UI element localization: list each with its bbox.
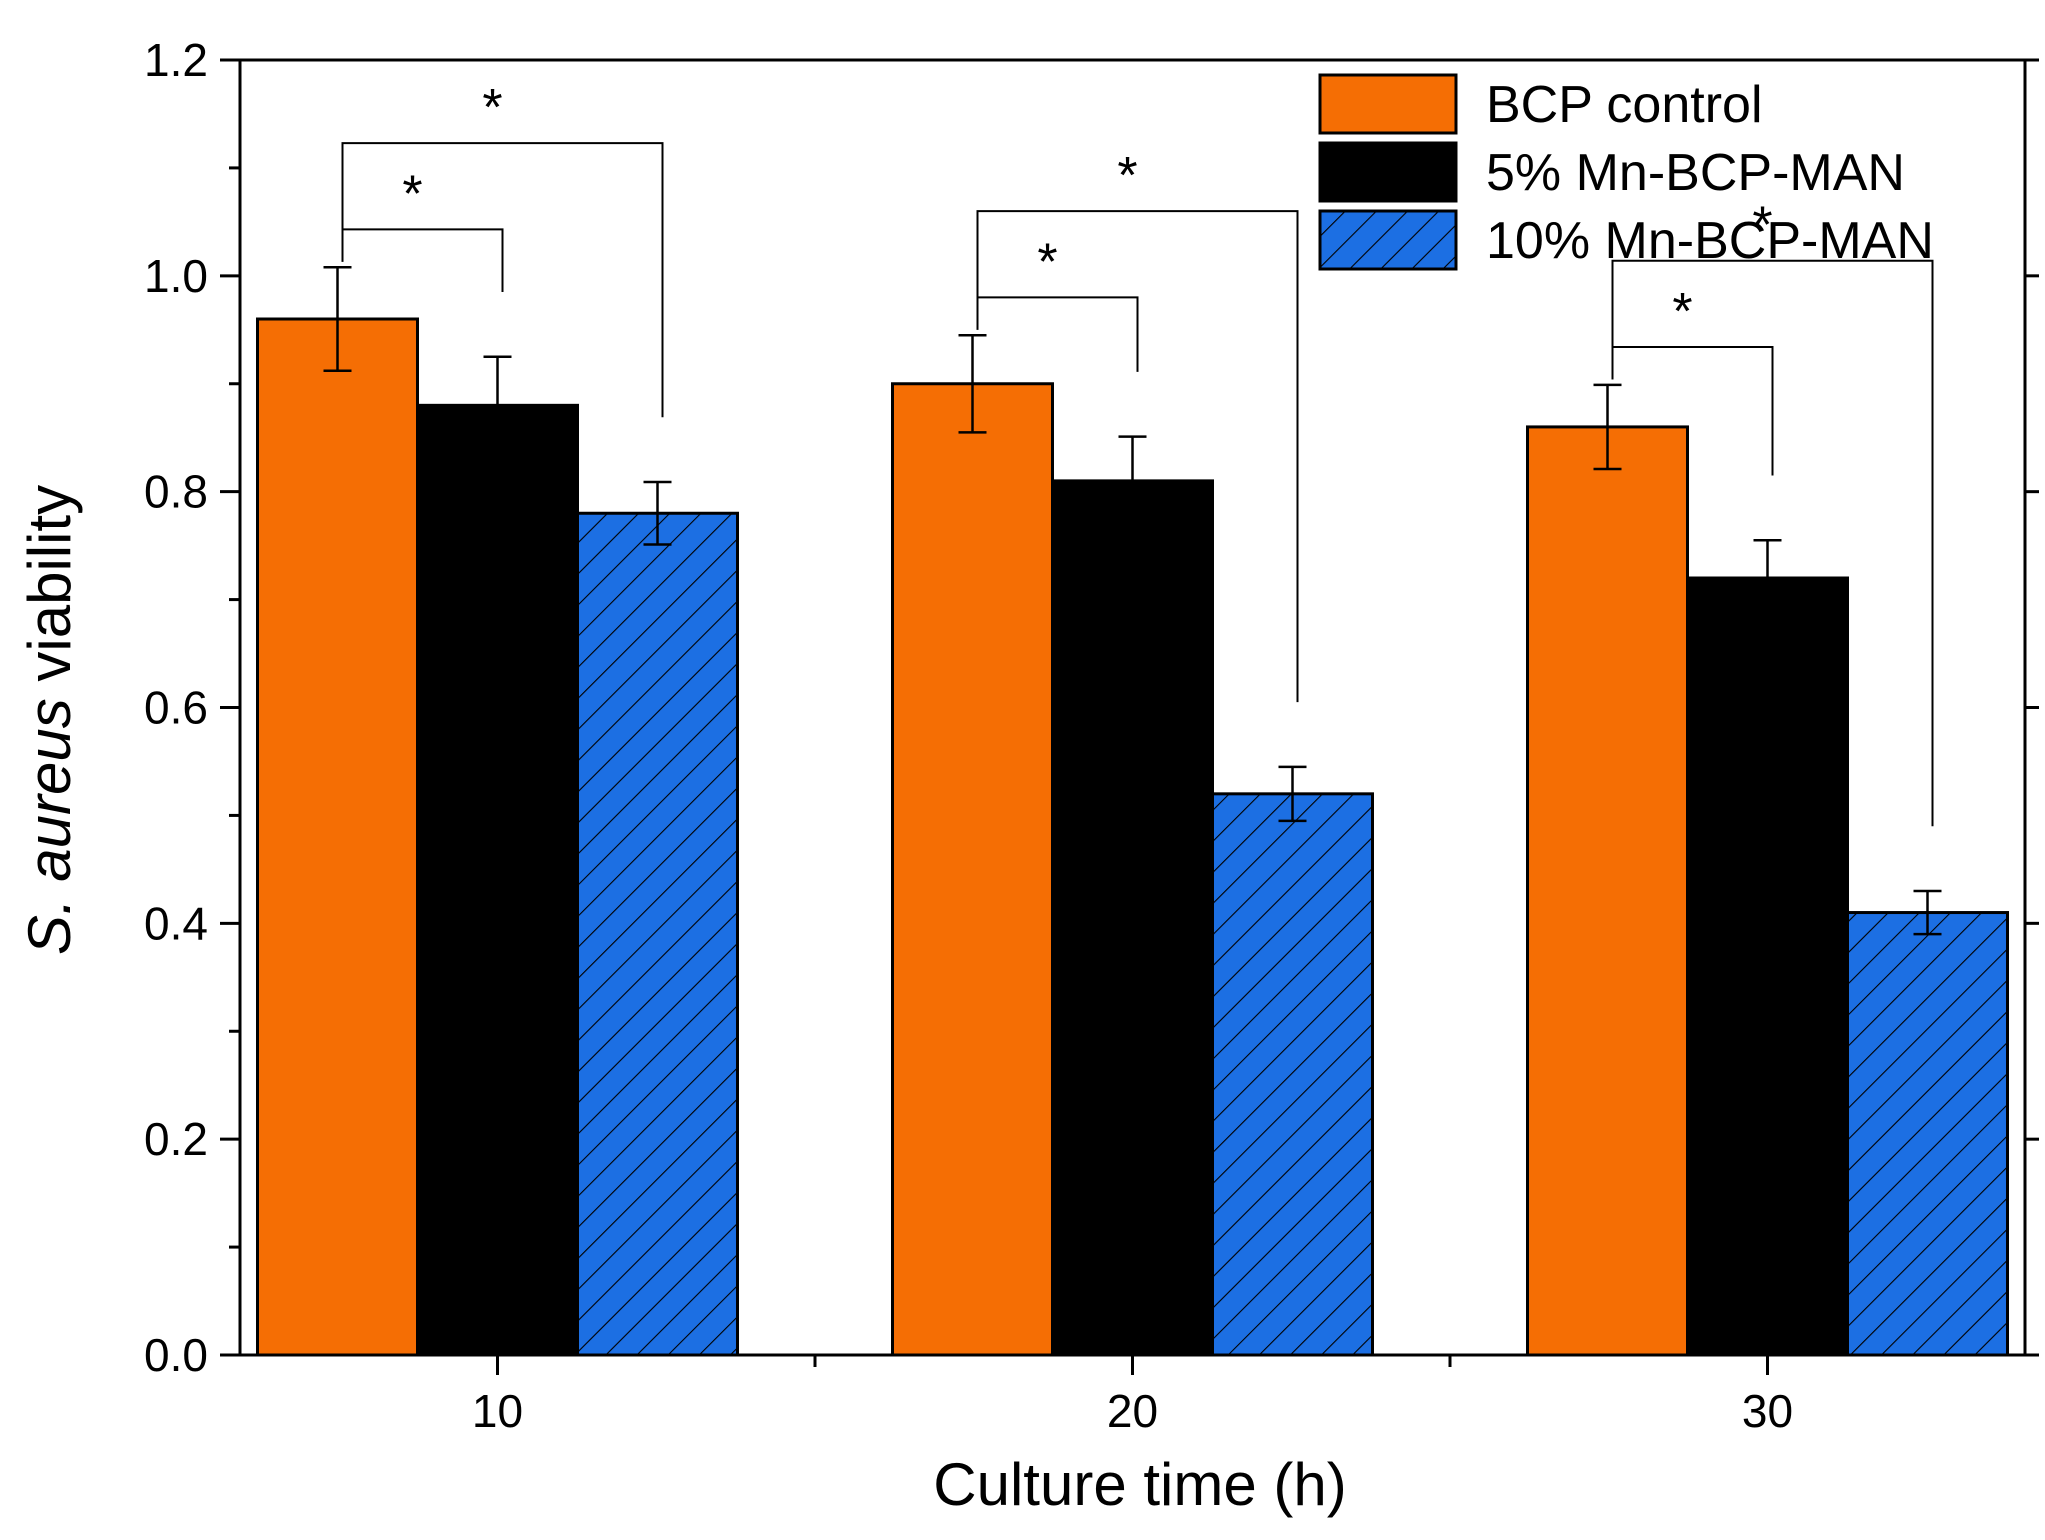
y-tick-label: 1.2 [144,34,208,86]
x-tick-label: 10 [472,1385,523,1437]
y-tick-label: 0.6 [144,682,208,734]
significance-star: * [1752,197,1772,255]
legend: BCP control 5% Mn-BCP-MAN 10% Mn-BCP-MAN [1318,73,1934,271]
y-axis-title-italic: S. aureus [16,698,83,955]
bar [1686,576,1849,1357]
bar [1211,792,1374,1357]
bar [1846,911,2009,1357]
y-tick-label: 0.8 [144,466,208,518]
significance-brackets: * * * * * * [341,79,1934,827]
x-tick-label: 20 [1107,1385,1158,1437]
significance-star: * [402,165,422,223]
x-axis-title: Culture time (h) [933,1451,1346,1518]
significance-bracket [976,296,1139,372]
bar [416,403,579,1357]
y-axis: 0.0 0.2 0.4 0.6 0.8 1.0 1.2 [144,34,2039,1381]
bars [256,317,2009,1357]
significance-bracket [341,142,664,418]
y-tick-label: 0.4 [144,897,208,949]
x-axis: 10 20 30 [472,1355,1793,1437]
bar [576,511,739,1357]
significance-star: * [1672,283,1692,341]
y-axis-title-rest: viability [16,485,83,698]
y-tick-label: 1.0 [144,250,208,302]
legend-swatch [1318,141,1458,203]
legend-label: 10% Mn-BCP-MAN [1486,212,1934,270]
bar [1526,425,1689,1357]
legend-label: 5% Mn-BCP-MAN [1486,144,1905,202]
bar [1051,479,1214,1357]
bar [891,382,1054,1357]
significance-star: * [1037,233,1057,291]
significance-star: * [482,79,502,137]
y-tick-label: 0.0 [144,1329,208,1381]
x-tick-label: 30 [1742,1385,1793,1437]
significance-star: * [1117,147,1137,205]
bar [256,317,419,1357]
significance-bracket [976,210,1299,703]
legend-swatch [1318,73,1458,135]
legend-swatch [1318,209,1458,271]
y-tick-label: 0.2 [144,1113,208,1165]
legend-label: BCP control [1486,76,1763,134]
significance-bracket [1611,259,1934,827]
error-bars [323,265,1942,936]
significance-bracket [341,228,504,293]
y-axis-title: S. aureus viability [16,485,83,955]
